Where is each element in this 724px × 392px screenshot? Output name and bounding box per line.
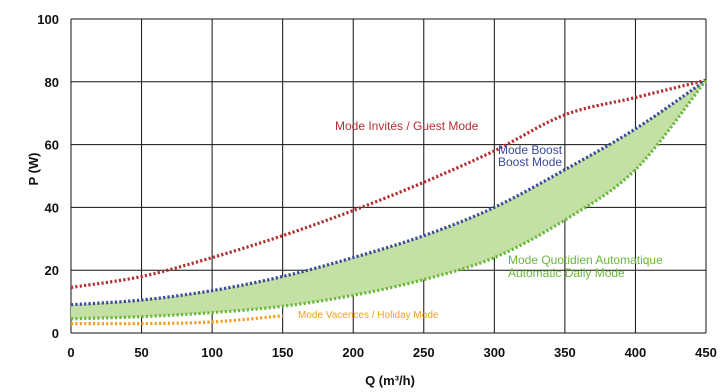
x-tick-label: 350 [554,345,576,360]
x-tick-label: 450 [695,345,717,360]
daily-mode-band [71,80,706,319]
y-axis-label: P (W) [26,153,41,186]
boost-mode-label-fr: Mode Boost [498,143,563,157]
y-tick-label: 60 [45,138,59,153]
tick-labels: 0 50 100 150 200 250 300 350 400 450 0 20 40 60 80 100 [37,12,717,360]
holiday-mode-label: Mode Vacences / Holiday Mode [298,310,439,321]
x-tick-label: 400 [625,345,647,360]
y-tick-label: 80 [45,75,59,90]
x-tick-label: 300 [483,345,505,360]
y-tick-label: 0 [52,326,59,341]
series-line-guest [70,78,707,290]
x-tick-label: 50 [134,345,148,360]
series-lines [70,78,708,326]
y-tick-label: 100 [37,12,59,27]
boost-mode-label-en: Boost Mode [498,155,562,169]
series-line-daily [70,79,708,321]
x-tick-label: 250 [413,345,435,360]
y-tick-label: 20 [45,263,59,278]
x-tick-label: 0 [67,345,74,360]
series-line-boost [70,78,707,307]
guest-mode-label: Mode Invités / Guest Mode [335,119,479,133]
daily-mode-label-fr: Mode Quotidien Automatique [508,253,663,267]
daily-mode-label-en: Automatic Daily Mode [508,266,625,280]
grid [70,18,707,334]
x-axis-label: Q (m³/h) [365,373,415,388]
series-line-holiday [70,314,283,326]
x-tick-label: 100 [201,345,223,360]
x-tick-label: 200 [342,345,364,360]
y-tick-label: 40 [45,200,59,215]
x-tick-label: 150 [272,345,294,360]
